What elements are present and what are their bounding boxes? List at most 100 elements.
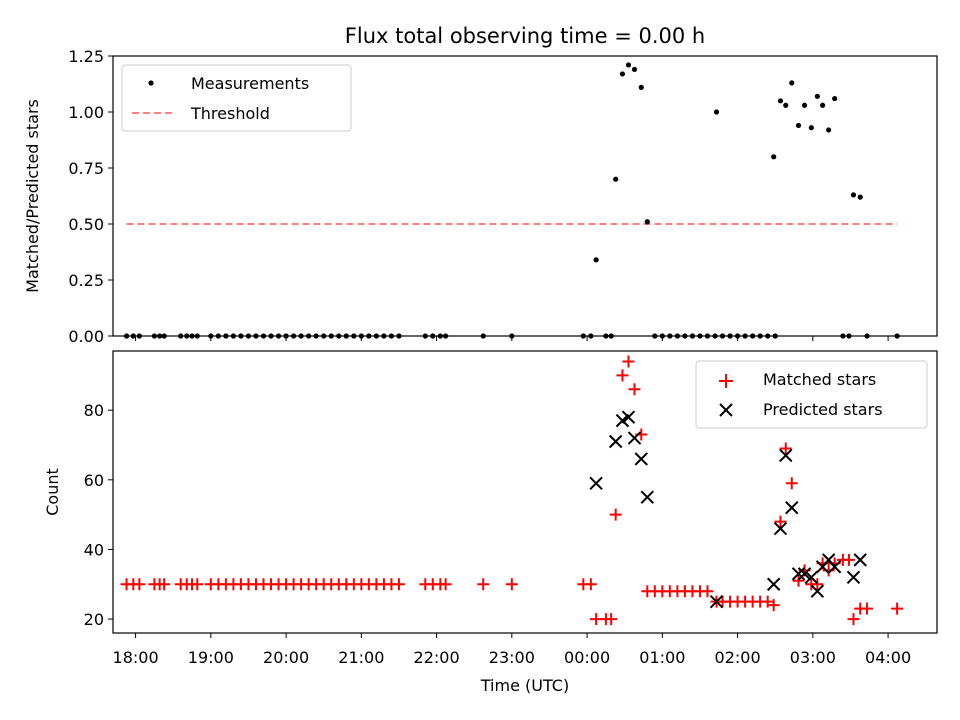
measurement-point: [771, 154, 777, 160]
predicted-star-marker: [627, 431, 642, 445]
bottom-y-tick-label: 60: [84, 471, 104, 490]
legend-matched-label: Matched stars: [763, 370, 876, 389]
legend-predicted-marker: [719, 403, 733, 417]
bottom-data-points: [120, 355, 904, 626]
predicted-star-marker: [589, 476, 603, 491]
x-tick-label: 01:00: [639, 648, 685, 667]
chart-title: Flux total observing time = 0.00 h: [345, 24, 705, 48]
predicted-star-marker: [846, 570, 861, 585]
matched-star-marker: [847, 613, 860, 626]
predicted-star-marker: [634, 452, 648, 466]
matched-star-marker: [133, 578, 146, 591]
predicted-star-marker: [766, 577, 781, 591]
matched-star-marker: [191, 578, 204, 591]
matched-star-marker: [761, 595, 774, 608]
predicted-star-marker: [810, 584, 825, 598]
matched-star-marker: [439, 578, 452, 591]
measurement-point: [644, 219, 650, 225]
top-y-tick-label: 0.25: [68, 271, 104, 290]
legend-threshold-label: Threshold: [190, 104, 270, 123]
matched-star-marker: [158, 578, 171, 591]
measurement-point: [850, 192, 857, 198]
measurement-point: [857, 194, 863, 200]
predicted-star-marker: [797, 567, 812, 581]
measurement-point: [613, 176, 619, 182]
top-y-ticks: 0.00 0.25 0.50 0.75 1.00 1.25: [68, 47, 113, 346]
top-plot-frame: [112, 55, 938, 337]
predicted-star-marker: [709, 594, 724, 609]
matched-star-marker: [842, 553, 855, 566]
top-y-tick-label: 1.00: [68, 103, 104, 122]
bottom-y-tick-label: 40: [84, 540, 104, 559]
matched-star-marker: [477, 578, 490, 591]
x-tick-label: 20:00: [263, 648, 309, 667]
matched-star-marker: [584, 578, 597, 591]
matched-star-marker: [609, 508, 622, 521]
top-panel: Flux total observing time = 0.00 h 0.000…: [23, 24, 938, 346]
measurement-point: [814, 93, 820, 99]
matched-star-marker: [701, 585, 714, 598]
measurement-point: [820, 102, 826, 108]
legend-predicted-label: Predicted stars: [763, 400, 883, 419]
matched-star-marker: [605, 613, 618, 626]
top-y-tick-label: 0.75: [68, 159, 104, 178]
bottom-y-ticks: 20 40 60 80: [84, 401, 113, 629]
predicted-star-marker: [608, 434, 623, 449]
measurement-point: [783, 102, 789, 108]
matched-star-marker: [392, 578, 405, 591]
predicted-star-marker: [779, 448, 793, 463]
measurement-point: [638, 84, 644, 90]
matched-star-marker: [811, 578, 824, 591]
measurement-point: [625, 62, 632, 68]
bottom-x-ticks: 18:00 19:00 20:00 21:00 22:00 23:00 00:00 01:00…: [113, 633, 911, 667]
top-y-tick-label: 1.25: [68, 47, 104, 66]
predicted-star-marker: [773, 521, 788, 536]
top-y-axis-label: Matched/Predicted stars: [23, 99, 42, 293]
bottom-panel: 20 40 60 80 18:00 19:00 20:00 21:00 22:00 23:00 0…: [43, 350, 938, 695]
measurement-point: [801, 102, 808, 108]
matched-star-marker: [785, 477, 798, 490]
top-legend-box: [121, 64, 352, 132]
measurement-point: [808, 125, 814, 131]
x-tick-label: 18:00: [113, 648, 159, 667]
bottom-plot-frame: [112, 350, 938, 634]
x-tick-label: 22:00: [414, 648, 460, 667]
matched-star-marker: [622, 355, 635, 368]
measurement-point: [832, 95, 838, 102]
matched-star-marker: [628, 383, 641, 396]
matched-star-marker: [822, 564, 835, 577]
predicted-star-marker: [804, 570, 819, 585]
x-tick-label: 21:00: [338, 648, 384, 667]
predicted-star-marker: [827, 560, 842, 574]
top-y-tick-label: 0.50: [68, 215, 104, 234]
bottom-y-axis-label: Count: [43, 468, 62, 516]
predicted-star-marker: [615, 413, 630, 428]
x-tick-label: 00:00: [564, 648, 610, 667]
predicted-star-marker: [640, 490, 654, 504]
matched-star-marker: [767, 599, 780, 612]
top-legend: Measurements Threshold: [121, 64, 352, 132]
matched-star-marker: [891, 602, 904, 615]
measurement-point: [795, 122, 802, 129]
matched-star-marker: [861, 602, 874, 615]
x-axis-label: Time (UTC): [480, 676, 569, 695]
x-tick-label: 23:00: [489, 648, 535, 667]
matched-star-marker: [792, 574, 805, 587]
matched-star-marker: [774, 515, 787, 528]
bottom-legend-box: [695, 360, 928, 429]
measurement-point: [826, 127, 832, 133]
predicted-star-marker: [853, 553, 867, 567]
x-tick-label: 03:00: [790, 648, 836, 667]
legend-measurements-marker: [148, 80, 154, 86]
legend-matched-marker: [719, 374, 733, 388]
measurement-point: [593, 257, 599, 263]
predicted-star-marker: [785, 500, 799, 515]
x-tick-label: 02:00: [715, 648, 761, 667]
measurement-point: [713, 109, 720, 115]
bottom-y-tick-label: 80: [84, 401, 104, 420]
predicted-star-marker: [621, 410, 636, 424]
x-tick-label: 19:00: [188, 648, 234, 667]
top-y-tick-label: 0.00: [68, 327, 104, 346]
x-tick-label: 04:00: [865, 648, 911, 667]
